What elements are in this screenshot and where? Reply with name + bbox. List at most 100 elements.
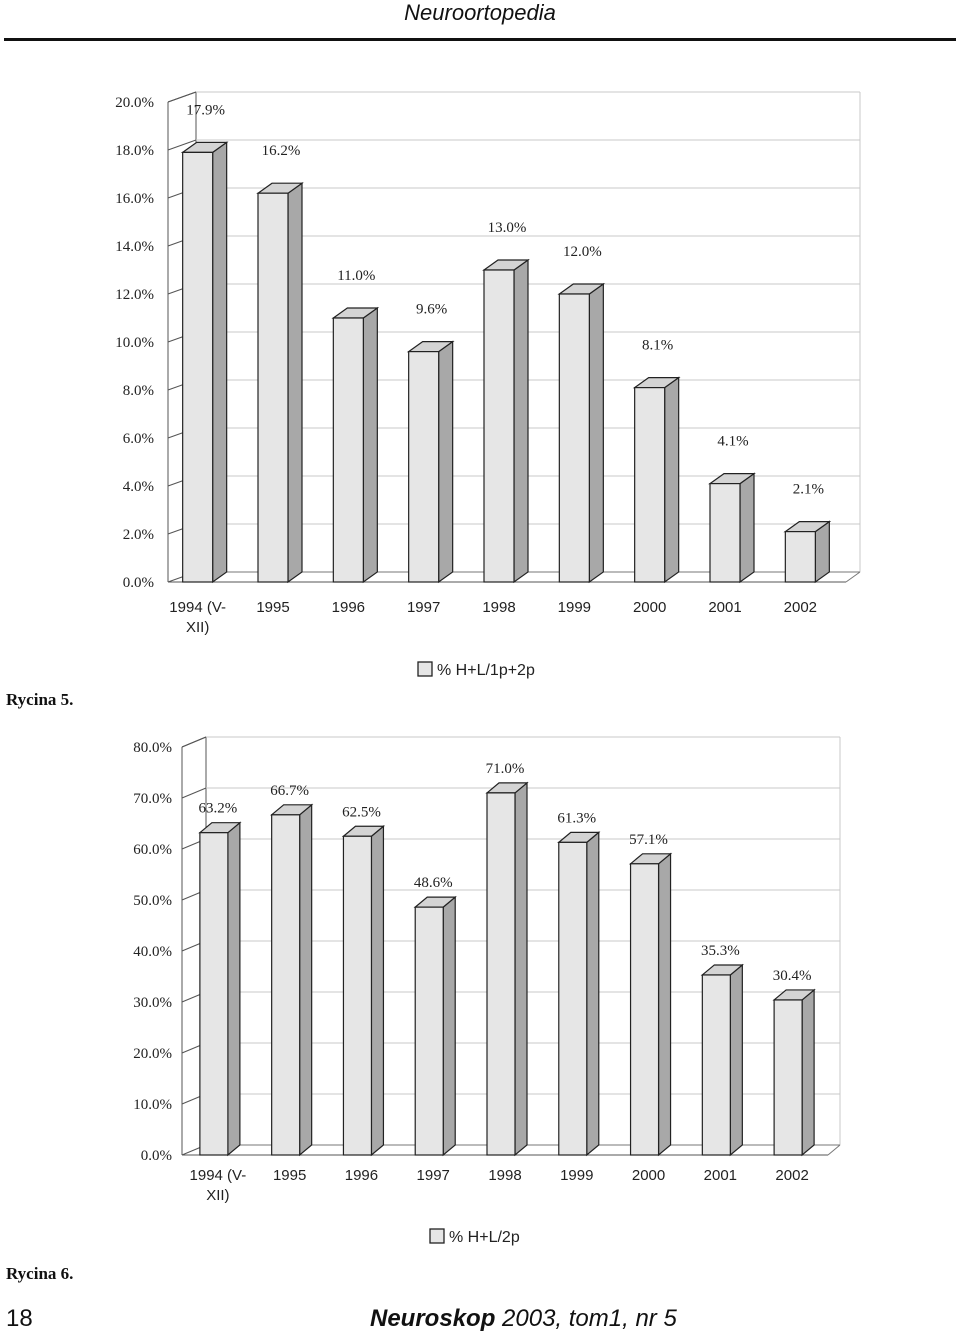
x-tick-label: 2000 [632, 1167, 665, 1184]
data-label: 2.1% [793, 482, 824, 498]
y-tick-mark [167, 91, 197, 103]
x-tick-label: 2002 [784, 599, 817, 616]
journal-citation: Neuroskop 2003, tom1, nr 5 [370, 1305, 677, 1333]
data-label: 66.7% [270, 783, 309, 799]
bar-side [370, 824, 385, 1157]
data-label: 12.0% [563, 244, 602, 260]
y-tick-mark [181, 736, 207, 748]
data-label: 35.3% [701, 943, 740, 959]
x-tick-label: 1999 [560, 1167, 593, 1184]
bar-side [438, 340, 454, 584]
page-header-title: Neuroortopedia [404, 0, 556, 25]
bar-side [227, 821, 241, 1157]
bar [709, 483, 741, 583]
y-tick-label: 14.0% [115, 239, 154, 255]
bar [483, 269, 515, 583]
bar-side [362, 306, 378, 584]
x-tick-label: 1997 [417, 1167, 450, 1184]
data-label: 8.1% [642, 338, 673, 354]
chart-rycina-6: 0.0% 10.0% 20.0% 30.0% 40.0% 50.0% 60.0% 70.0% 8… [133, 736, 841, 1246]
x-tick-label: 1995 [273, 1167, 306, 1184]
y-tick-label: 20.0% [133, 1046, 172, 1062]
y-tick-label: 4.0% [123, 479, 154, 495]
x-tick-label: 1998 [488, 1167, 521, 1184]
legend-swatch [417, 661, 433, 677]
data-label: 57.1% [629, 832, 668, 848]
bar [634, 387, 666, 583]
x-tick-label: 2000 [633, 599, 666, 616]
data-label: 71.0% [486, 761, 525, 777]
bar [784, 531, 816, 583]
bar-side [657, 852, 672, 1157]
y-tick-label: 6.0% [123, 431, 154, 447]
x-tick-label: 1996 [332, 599, 365, 616]
bar [558, 293, 590, 583]
y-tick-label: 0.0% [141, 1148, 172, 1164]
bar-side [664, 376, 680, 584]
legend-swatch [429, 1228, 445, 1244]
legend-label: % H+L/2p [449, 1229, 520, 1246]
x-tick-label: 1994 (V- [169, 599, 226, 616]
bar-side [287, 182, 303, 584]
journal-name: Neuroskop [370, 1305, 496, 1332]
y-tick-label: 20.0% [115, 95, 154, 111]
data-label: 9.6% [416, 302, 447, 318]
bar [332, 317, 364, 583]
chart-rycina-5: 0.0% 2.0% 4.0% 6.0% 8.0% 10.0% 12.0% 14.0% 16.0%… [115, 91, 861, 679]
y-tick-label: 30.0% [133, 995, 172, 1011]
bar [414, 906, 444, 1156]
data-label: 61.3% [557, 810, 596, 826]
bar-side [729, 963, 743, 1157]
bar [629, 863, 660, 1156]
x-axis-depth [845, 571, 861, 583]
y-tick-label: 10.0% [115, 335, 154, 351]
bar-side [514, 781, 528, 1157]
x-tick-label: 1995 [256, 599, 289, 616]
y-tick-label: 18.0% [115, 143, 154, 159]
bar [701, 974, 731, 1156]
bar [199, 832, 229, 1156]
bar-side [586, 831, 600, 1157]
y-tick-label: 10.0% [133, 1097, 172, 1113]
bar [182, 151, 214, 583]
data-label: 11.0% [337, 268, 375, 284]
bar-side [212, 141, 228, 584]
bar [271, 814, 301, 1156]
x-tick-label: 1996 [345, 1167, 378, 1184]
y-tick-label: 16.0% [115, 191, 154, 207]
x-tick-label: XII) [206, 1187, 229, 1204]
x-tick-label: 1999 [558, 599, 591, 616]
y-tick-label: 12.0% [115, 287, 154, 303]
y-tick-label: 40.0% [133, 944, 172, 960]
bar-side [513, 258, 529, 584]
bar [558, 841, 588, 1156]
y-tick-label: 50.0% [133, 893, 172, 909]
y-tick-label: 0.0% [123, 575, 154, 591]
bar-side [442, 895, 456, 1157]
data-label: 13.0% [488, 220, 527, 236]
data-label: 48.6% [414, 875, 453, 891]
x-tick-label: 2001 [708, 599, 741, 616]
bar [773, 999, 803, 1156]
header-rule [4, 38, 956, 41]
y-tick-mark [167, 139, 197, 151]
bar-side [299, 803, 313, 1157]
figure-caption-rycina-5: Rycina 5. [6, 690, 74, 709]
data-label: 17.9% [186, 102, 225, 118]
y-tick-mark [181, 787, 207, 799]
y-tick-label: 70.0% [133, 791, 172, 807]
x-tick-label: 1998 [482, 599, 515, 616]
page-number: 18 [6, 1305, 33, 1332]
legend-label: % H+L/1p+2p [437, 662, 535, 679]
bar [342, 835, 373, 1156]
bar [257, 192, 289, 583]
bar-side [588, 282, 604, 584]
data-label: 63.2% [199, 801, 238, 817]
bar [486, 792, 516, 1156]
x-tick-label: 1994 (V- [190, 1167, 247, 1184]
x-tick-label: XII) [186, 619, 209, 636]
data-label: 4.1% [717, 434, 748, 450]
data-label: 62.5% [342, 804, 381, 820]
x-axis-depth [827, 1144, 841, 1156]
bar-side [739, 472, 755, 584]
